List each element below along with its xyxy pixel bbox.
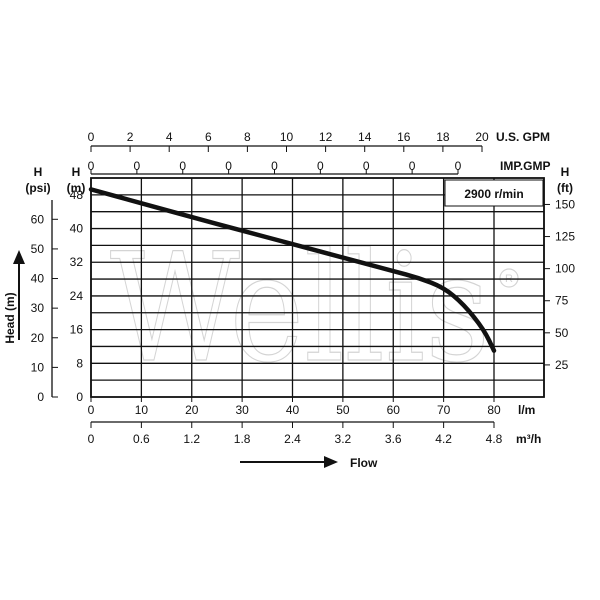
usgpm-tick-label: 4 xyxy=(166,130,173,144)
m3h-tick-label: 3.2 xyxy=(335,432,352,446)
impgmp-tick-label: 0 xyxy=(317,159,324,173)
usgpm-tick-label: 8 xyxy=(244,130,251,144)
psi-tick-label: 0 xyxy=(37,390,44,404)
usgpm-tick-label: 16 xyxy=(397,130,411,144)
impgmp-tick-label: 0 xyxy=(179,159,186,173)
psi-axis-unit: (psi) xyxy=(25,181,50,195)
x-tick-label: 20 xyxy=(185,403,199,417)
usgpm-tick-label: 12 xyxy=(319,130,333,144)
impgmp-tick-label: 0 xyxy=(455,159,462,173)
lm-unit-label: l/m xyxy=(518,403,535,417)
y-tick-label: 40 xyxy=(70,222,84,236)
usgpm-tick-label: 6 xyxy=(205,130,212,144)
usgpm-tick-label: 0 xyxy=(88,130,95,144)
x-tick-label: 30 xyxy=(235,403,249,417)
usgpm-tick-label: 18 xyxy=(436,130,450,144)
m3h-tick-label: 4.2 xyxy=(435,432,452,446)
ft-tick-label: 125 xyxy=(555,230,575,244)
watermark-text: Wellis xyxy=(110,222,490,396)
right-arrow-icon xyxy=(324,456,338,468)
ft-tick-label: 50 xyxy=(555,326,569,340)
tick-labels: 0 10 20 30 40 50 60 70 800 0.6 1.2 1.8 2.4 3.2 3.6 4.2 4… xyxy=(31,130,576,446)
x-tick-label: 0 xyxy=(88,403,95,417)
x-axis-title-group: Flow xyxy=(240,456,378,470)
impgmp-tick-label: 0 xyxy=(88,159,95,173)
usgpm-tick-label: 10 xyxy=(280,130,294,144)
y-axis-title-group: Head (m) xyxy=(3,250,25,344)
m3h-tick-label: 0 xyxy=(88,432,95,446)
psi-axis-h: H xyxy=(34,165,43,179)
usgpm-tick-label: 14 xyxy=(358,130,372,144)
m-axis-unit: (m) xyxy=(67,181,86,195)
y-tick-label: 16 xyxy=(70,323,84,337)
y-tick-label: 8 xyxy=(76,356,83,370)
y-tick-label: 32 xyxy=(70,255,84,269)
y-tick-label: 0 xyxy=(76,390,83,404)
series xyxy=(88,187,497,353)
psi-tick-label: 50 xyxy=(31,242,45,256)
axes xyxy=(51,145,550,428)
watermark: Wellis R xyxy=(109,221,519,397)
ft-tick-label: 25 xyxy=(555,358,569,372)
m3h-tick-label: 3.6 xyxy=(385,432,402,446)
m3h-tick-label: 1.8 xyxy=(234,432,251,446)
ft-tick-label: 100 xyxy=(555,262,575,276)
m3h-tick-label: 0.6 xyxy=(133,432,150,446)
ft-axis-unit: (ft) xyxy=(557,181,573,195)
y-axis-title: Head (m) xyxy=(3,292,17,343)
y-tick-label: 48 xyxy=(70,188,84,202)
ft-axis-h: H xyxy=(561,165,570,179)
speed-label: 2900 r/min xyxy=(464,187,523,201)
y-tick-label: 24 xyxy=(70,289,84,303)
x-tick-label: 40 xyxy=(286,403,300,417)
usgpm-unit-label: U.S. GPM xyxy=(496,130,550,144)
psi-tick-label: 40 xyxy=(31,272,45,286)
x-tick-label: 60 xyxy=(387,403,401,417)
ft-tick-label: 150 xyxy=(555,197,575,211)
impgmp-tick-label: 0 xyxy=(409,159,416,173)
up-arrow-icon xyxy=(13,250,25,264)
usgpm-tick-label: 2 xyxy=(127,130,134,144)
x-tick-label: 80 xyxy=(487,403,501,417)
impgmp-tick-label: 0 xyxy=(363,159,370,173)
psi-tick-label: 10 xyxy=(31,360,45,374)
ft-tick-label: 75 xyxy=(555,294,569,308)
impgmp-tick-label: 0 xyxy=(225,159,232,173)
impgmp-unit-label: IMP.GMP xyxy=(500,159,550,173)
m3h-tick-label: 4.8 xyxy=(486,432,503,446)
psi-tick-label: 30 xyxy=(31,301,45,315)
x-tick-label: 50 xyxy=(336,403,350,417)
speed-label-box: 2900 r/min xyxy=(444,179,544,207)
performance-curve-0 xyxy=(88,187,497,353)
m3h-unit-label: m³/h xyxy=(516,432,541,446)
watermark-registered-circle xyxy=(499,268,519,288)
psi-tick-label: 20 xyxy=(31,331,45,345)
usgpm-tick-label: 20 xyxy=(475,130,489,144)
x-tick-label: 10 xyxy=(135,403,149,417)
m-axis-h: H xyxy=(72,165,81,179)
psi-tick-label: 60 xyxy=(31,212,45,226)
impgmp-tick-label: 0 xyxy=(134,159,141,173)
impgmp-tick-label: 0 xyxy=(271,159,278,173)
m3h-tick-label: 1.2 xyxy=(183,432,200,446)
plot-frame xyxy=(90,177,545,398)
x-tick-label: 70 xyxy=(437,403,451,417)
x-axis-title: Flow xyxy=(350,456,378,470)
m3h-tick-label: 2.4 xyxy=(284,432,301,446)
